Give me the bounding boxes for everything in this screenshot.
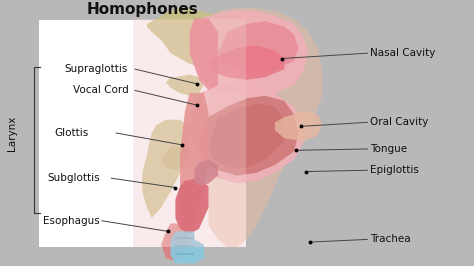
Polygon shape: [171, 231, 204, 263]
Polygon shape: [142, 120, 190, 218]
Bar: [133, 19, 246, 247]
Polygon shape: [209, 45, 284, 80]
Text: Supraglottis: Supraglottis: [64, 64, 128, 74]
Polygon shape: [194, 160, 218, 186]
Polygon shape: [180, 93, 209, 234]
Polygon shape: [199, 96, 299, 176]
Polygon shape: [147, 8, 284, 69]
Polygon shape: [175, 178, 209, 234]
Text: Oral Cavity: Oral Cavity: [370, 117, 428, 127]
Text: Glottis: Glottis: [55, 128, 89, 138]
Polygon shape: [209, 8, 322, 247]
Text: Tongue: Tongue: [370, 144, 407, 154]
Text: Trachea: Trachea: [370, 234, 410, 244]
Text: Epiglottis: Epiglottis: [370, 165, 419, 175]
Text: Homophones: Homophones: [86, 2, 198, 17]
Polygon shape: [209, 104, 284, 168]
Polygon shape: [190, 19, 218, 90]
Polygon shape: [161, 146, 190, 170]
Text: Subglottis: Subglottis: [47, 173, 100, 183]
Polygon shape: [194, 11, 308, 96]
Text: Esophagus: Esophagus: [43, 216, 100, 226]
Polygon shape: [175, 245, 194, 247]
Polygon shape: [166, 74, 204, 96]
Polygon shape: [175, 253, 194, 255]
Bar: [38, 19, 246, 247]
Polygon shape: [161, 223, 190, 261]
Text: Vocal Cord: Vocal Cord: [73, 85, 129, 95]
Polygon shape: [190, 82, 303, 184]
Polygon shape: [175, 237, 194, 239]
Polygon shape: [218, 21, 299, 72]
Polygon shape: [275, 112, 322, 141]
Text: Larynx: Larynx: [7, 115, 17, 151]
Text: Nasal Cavity: Nasal Cavity: [370, 48, 435, 58]
